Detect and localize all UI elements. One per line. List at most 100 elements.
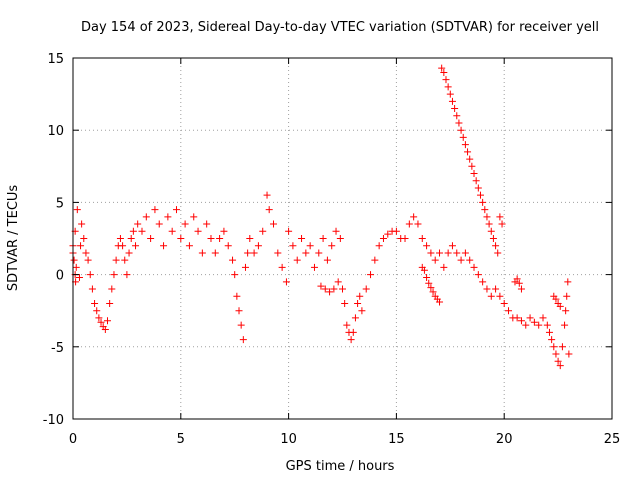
data-point bbox=[216, 235, 224, 242]
data-point bbox=[530, 318, 538, 326]
data-point bbox=[548, 336, 556, 344]
data-point bbox=[384, 230, 392, 238]
data-point bbox=[564, 278, 572, 286]
data-point bbox=[72, 263, 80, 271]
data-point bbox=[339, 285, 346, 293]
data-point bbox=[274, 249, 282, 257]
data-point bbox=[293, 256, 301, 264]
data-point bbox=[190, 213, 198, 221]
data-point bbox=[177, 235, 185, 242]
data-point bbox=[119, 242, 127, 250]
data-point bbox=[70, 256, 78, 264]
data-marks bbox=[69, 64, 573, 370]
y-tick-label: 10 bbox=[47, 124, 64, 139]
data-point bbox=[367, 271, 375, 279]
data-point bbox=[550, 343, 558, 351]
data-point bbox=[489, 235, 497, 242]
data-point bbox=[330, 285, 338, 293]
data-point bbox=[563, 292, 571, 300]
data-point bbox=[479, 278, 487, 286]
data-point bbox=[194, 227, 202, 235]
data-point bbox=[121, 256, 129, 264]
data-point bbox=[138, 227, 146, 235]
data-point bbox=[522, 321, 530, 329]
data-point bbox=[513, 314, 521, 322]
data-point bbox=[457, 256, 465, 264]
data-point bbox=[410, 213, 418, 221]
data-point bbox=[453, 112, 461, 120]
data-point bbox=[466, 256, 474, 264]
data-point bbox=[461, 249, 469, 257]
data-point bbox=[160, 242, 168, 250]
data-point bbox=[326, 288, 334, 296]
data-point bbox=[539, 314, 547, 322]
data-point bbox=[552, 295, 560, 303]
data-point bbox=[556, 302, 564, 310]
data-point bbox=[80, 235, 88, 242]
data-point bbox=[332, 227, 340, 235]
data-point bbox=[427, 284, 435, 292]
x-tick-label: 20 bbox=[496, 432, 513, 447]
data-point bbox=[241, 263, 249, 271]
data-point bbox=[436, 298, 444, 306]
data-point bbox=[310, 263, 318, 271]
data-point bbox=[91, 299, 99, 307]
data-point bbox=[349, 328, 357, 336]
data-point bbox=[466, 155, 474, 163]
data-point bbox=[298, 235, 306, 242]
data-point bbox=[315, 249, 323, 257]
data-point bbox=[459, 133, 467, 141]
data-point bbox=[431, 256, 439, 264]
data-point bbox=[211, 249, 219, 257]
x-tick-label: 5 bbox=[177, 432, 185, 447]
data-point bbox=[319, 235, 327, 242]
data-point bbox=[401, 235, 409, 242]
axes: 0 5 10 15 20 25 -10 -5 0 5 10 15 bbox=[43, 52, 621, 447]
x-tick-label: 25 bbox=[604, 432, 621, 447]
data-point bbox=[73, 206, 81, 214]
data-point bbox=[97, 318, 105, 326]
data-point bbox=[282, 278, 290, 286]
data-point bbox=[461, 141, 469, 149]
data-point bbox=[270, 220, 278, 228]
data-point bbox=[134, 220, 142, 228]
data-point bbox=[517, 285, 525, 293]
data-point bbox=[229, 256, 237, 264]
data-point bbox=[306, 242, 314, 250]
data-point bbox=[558, 343, 566, 351]
data-point bbox=[239, 336, 247, 344]
data-point bbox=[129, 227, 137, 235]
data-point bbox=[474, 184, 482, 192]
data-point bbox=[492, 285, 500, 293]
data-point bbox=[103, 317, 111, 325]
data-point bbox=[444, 83, 452, 91]
data-point bbox=[468, 162, 476, 170]
data-point bbox=[220, 227, 228, 235]
data-point bbox=[481, 206, 489, 214]
data-point bbox=[101, 325, 109, 333]
data-point bbox=[127, 235, 135, 242]
data-point bbox=[155, 220, 163, 228]
data-point bbox=[535, 321, 543, 329]
data-point bbox=[132, 242, 140, 250]
data-point bbox=[451, 105, 459, 113]
data-point bbox=[487, 227, 495, 235]
data-point bbox=[464, 148, 472, 156]
data-point bbox=[250, 249, 258, 257]
data-point bbox=[198, 249, 206, 257]
data-point bbox=[259, 227, 267, 235]
data-point bbox=[513, 275, 521, 283]
data-point bbox=[448, 97, 456, 105]
data-point bbox=[446, 90, 454, 98]
data-point bbox=[285, 227, 293, 235]
data-point bbox=[108, 285, 116, 293]
data-point bbox=[88, 285, 96, 293]
data-point bbox=[505, 307, 513, 315]
data-point bbox=[438, 64, 446, 72]
data-point bbox=[77, 242, 85, 250]
data-point bbox=[420, 266, 428, 274]
data-point bbox=[321, 285, 329, 293]
data-point bbox=[116, 235, 124, 242]
y-tick-label: 15 bbox=[47, 52, 64, 67]
data-point bbox=[231, 271, 239, 279]
